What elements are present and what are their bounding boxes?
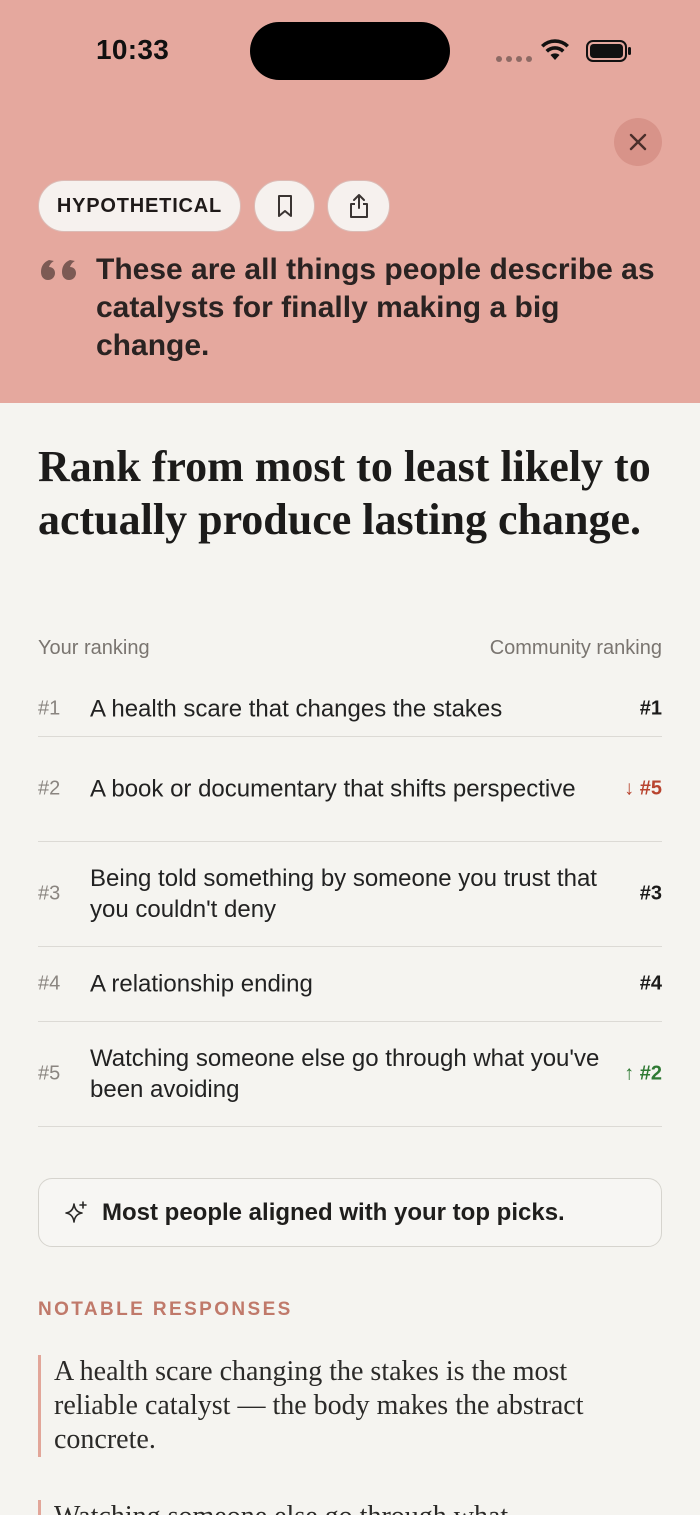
your-rank: #4 <box>38 972 61 995</box>
signal-icon <box>496 56 532 62</box>
status-time: 10:33 <box>96 34 170 65</box>
ranking-item-text: A book or documentary that shifts perspe… <box>90 775 576 803</box>
insight-text: Most people aligned with your top picks. <box>102 1199 565 1226</box>
header-panel: 10:33 HYPOTHETICAL These <box>0 0 700 403</box>
bookmark-button[interactable] <box>254 180 315 232</box>
scenario-quote: These are all things people describe as … <box>96 253 655 362</box>
notable-responses-label: NOTABLE RESPONSES <box>38 1299 293 1320</box>
bookmark-icon <box>277 195 292 217</box>
community-rank-up: ↑ #2 <box>624 1062 662 1085</box>
question-prompt: Rank from most to least likely to actual… <box>38 442 651 544</box>
your-rank: #2 <box>38 777 61 800</box>
close-icon <box>629 133 647 151</box>
ranking-row[interactable]: #2 A book or documentary that shifts per… <box>38 737 662 842</box>
ranking-row[interactable]: #3 Being told something by someone you t… <box>38 842 662 947</box>
close-button[interactable] <box>614 118 662 166</box>
ranking-row[interactable]: #5 Watching someone else go through what… <box>38 1022 662 1127</box>
sparkle-icon <box>65 1201 87 1223</box>
share-icon <box>349 194 368 218</box>
your-ranking-header: Your ranking <box>38 637 150 659</box>
community-ranking-header: Community ranking <box>489 637 662 659</box>
ranking-item-text: A health scare that changes the stakes <box>90 695 503 722</box>
ranking-row[interactable]: #1 A health scare that changes the stake… <box>38 681 662 737</box>
your-rank: #5 <box>38 1062 61 1085</box>
community-rank: #3 <box>639 882 662 905</box>
insight-banner: Most people aligned with your top picks. <box>38 1178 662 1247</box>
ranking-row[interactable]: #4 A relationship ending #4 <box>38 947 662 1022</box>
wifi-icon <box>541 39 569 60</box>
notable-response: A health scare changing the stakes is th… <box>38 1355 658 1457</box>
community-rank: #1 <box>639 697 662 719</box>
community-rank-down: ↓ #5 <box>624 777 662 800</box>
ranking-item-text: Being told something by someone you trus… <box>90 865 597 923</box>
category-tag[interactable]: HYPOTHETICAL <box>38 180 241 232</box>
ranking-item-text: A relationship ending <box>90 970 313 998</box>
your-rank: #3 <box>38 882 61 905</box>
dynamic-island <box>250 22 450 80</box>
ranking-item-text: Watching someone else go through what yo… <box>90 1045 600 1103</box>
ranking-list: #1 A health scare that changes the stake… <box>38 681 662 1127</box>
quote-icon <box>41 260 76 280</box>
status-icons <box>496 36 636 66</box>
battery-icon <box>586 40 631 62</box>
your-rank: #1 <box>38 697 61 719</box>
community-rank: #4 <box>639 972 662 995</box>
notable-response: Watching someone else go through what <box>38 1500 658 1515</box>
share-button[interactable] <box>327 180 390 232</box>
